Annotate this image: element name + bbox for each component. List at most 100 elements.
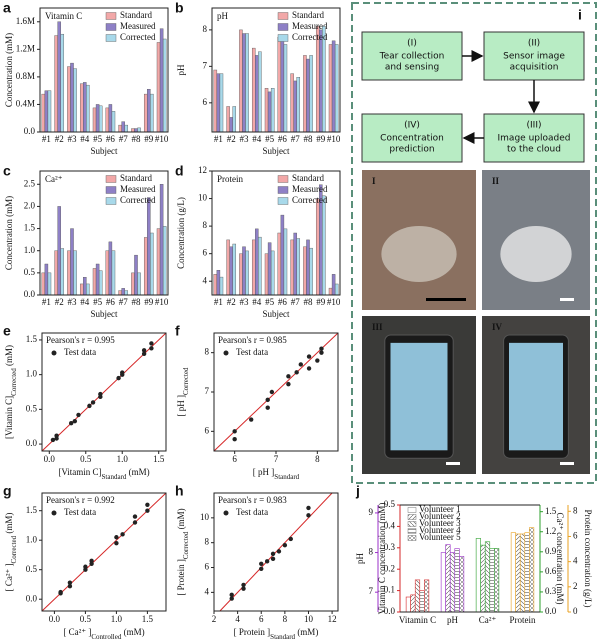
point: [294, 370, 299, 375]
bar: [328, 287, 333, 296]
label-main: [ Protein ]: [234, 627, 271, 637]
bar: [137, 127, 141, 133]
bar: [280, 40, 285, 133]
annotation: Protein: [217, 174, 243, 184]
x-tick-label: #4: [80, 297, 90, 307]
bar: [454, 548, 460, 613]
y-tick-label: 0.6: [545, 566, 557, 576]
bar: [303, 246, 307, 296]
x-tick-label: #2: [55, 134, 64, 144]
fit-line: [219, 492, 333, 612]
x-tick-label: #8: [132, 134, 142, 144]
legend-swatch: [277, 12, 289, 20]
point: [58, 589, 63, 595]
y-tick-label: 10: [200, 512, 210, 522]
bar: [229, 117, 233, 133]
label-after: (mM): [176, 508, 186, 531]
fit-line: [41, 492, 167, 612]
scale-bar: [560, 298, 574, 301]
y-tick-label: 0.5: [26, 403, 38, 413]
x-tick-label: Vitamin C: [399, 615, 436, 625]
x-tick-label: 4: [235, 614, 240, 624]
panel-letter: a: [3, 0, 11, 16]
point: [319, 346, 324, 351]
bar: [306, 239, 310, 296]
legend-label: Volunteer 3: [419, 518, 461, 528]
photo-label: I: [372, 176, 376, 186]
bar: [86, 84, 90, 133]
bar: [283, 44, 288, 133]
fit-line: [213, 332, 339, 452]
x-tick-label: #3: [240, 134, 250, 144]
phone-screen: [509, 342, 563, 451]
step-text: acquisition: [510, 63, 559, 73]
y-tick-label: 7: [203, 60, 208, 70]
bar: [131, 272, 135, 296]
bar: [108, 104, 113, 133]
plot-frame: [41, 492, 167, 612]
legend-swatch: [105, 175, 117, 183]
point: [68, 421, 74, 426]
legend-label: Test data: [64, 507, 96, 517]
bar: [280, 214, 285, 296]
bar: [283, 228, 288, 296]
legend-swatch: [277, 23, 289, 31]
bar: [118, 290, 122, 296]
point: [315, 358, 320, 363]
bar: [264, 88, 269, 133]
label-main: [ Protein ]: [176, 559, 186, 596]
bar: [296, 77, 301, 133]
bar: [156, 42, 161, 133]
bar: [245, 250, 249, 296]
axis-label: Concentration (g/L): [176, 197, 186, 269]
plot-frame: [211, 170, 341, 296]
legend-label: Volunteer 5: [419, 532, 461, 542]
x-tick-label: #7: [291, 297, 301, 307]
bar: [322, 26, 326, 133]
bar: [213, 274, 218, 296]
y-tick-label: 8: [369, 547, 374, 557]
legend-label: Standard: [120, 10, 152, 20]
bar: [419, 590, 425, 613]
bar: [44, 90, 49, 133]
x-tick-label: #10: [155, 297, 169, 307]
point: [83, 564, 88, 569]
x-tick-label: #3: [68, 134, 78, 144]
bar: [70, 62, 74, 133]
step-number: (II): [528, 39, 540, 49]
step-box: [361, 113, 463, 163]
bar: [156, 228, 161, 296]
bar: [255, 55, 259, 133]
bar: [309, 247, 313, 296]
point: [141, 348, 147, 353]
bar: [510, 532, 516, 613]
legend-swatch: [407, 514, 417, 520]
y-tick-label: 8: [203, 24, 208, 34]
bar: [92, 107, 97, 133]
bar: [277, 36, 282, 133]
y-tick-label: 1.6M: [16, 16, 35, 26]
y-tick-label: 8: [205, 347, 210, 357]
scale-bar: [446, 462, 460, 465]
bar: [494, 548, 500, 613]
point: [286, 381, 291, 387]
bar: [484, 541, 491, 613]
legend-swatch: [277, 34, 289, 42]
y-tick-label: 2.0: [24, 200, 36, 210]
axis-label: Ca²⁺ concentration (mM): [555, 513, 565, 605]
bar: [459, 556, 465, 613]
axis-label: [Vitamin C]Corrected (mM): [4, 345, 18, 439]
bar: [57, 206, 61, 296]
bar: [105, 107, 110, 133]
legend-swatch: [277, 197, 289, 205]
annotation: pH: [217, 11, 229, 21]
x-tick-label: #5: [265, 297, 275, 307]
axis-label: [ Ca²⁺ ]Controlled (mM): [63, 627, 144, 641]
bar: [334, 283, 339, 296]
axis-label: [ Ca²⁺ ]Corrected (mM): [4, 513, 18, 592]
y-tick-label: 6: [205, 562, 210, 572]
bar: [242, 33, 246, 133]
y-tick-label: 0.0: [545, 606, 557, 616]
bar: [47, 90, 52, 133]
point: [87, 403, 92, 409]
